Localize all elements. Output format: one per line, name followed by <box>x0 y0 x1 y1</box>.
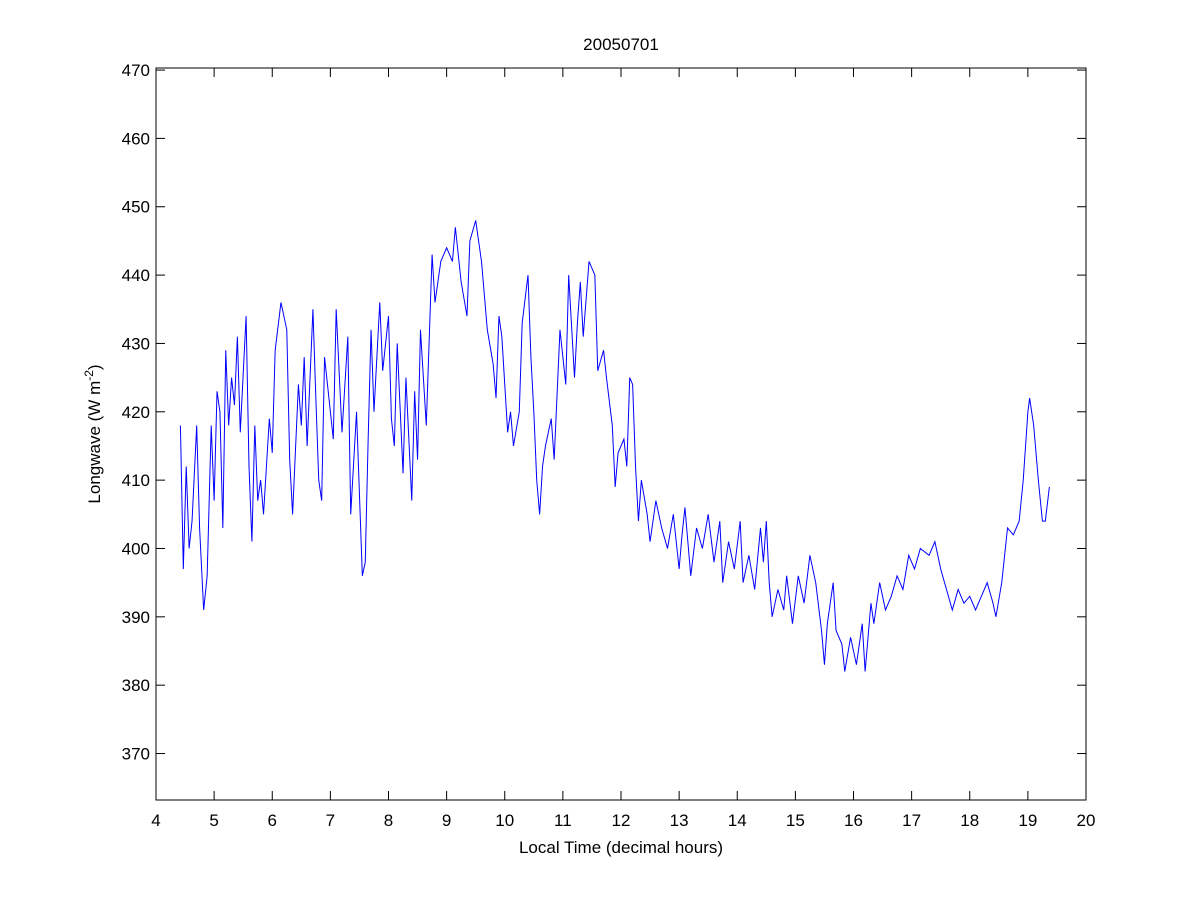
x-tick-label: 16 <box>844 811 863 830</box>
y-axis-label: Longwave (W m-2) <box>82 364 104 503</box>
x-tick-label: 18 <box>960 811 979 830</box>
y-tick-label: 440 <box>122 266 150 285</box>
x-tick-label: 9 <box>442 811 451 830</box>
y-tick-label: 450 <box>122 198 150 217</box>
x-tick-label: 5 <box>209 811 218 830</box>
x-tick-label: 11 <box>554 811 572 830</box>
y-axis-label-exponent: -2 <box>82 370 96 381</box>
x-tick-label: 10 <box>495 811 514 830</box>
y-tick-label: 410 <box>122 471 150 490</box>
y-tick-label: 370 <box>122 745 150 764</box>
x-tick-label: 12 <box>612 811 631 830</box>
x-tick-label: 4 <box>151 811 160 830</box>
y-tick-label: 390 <box>122 608 150 627</box>
x-tick-label: 14 <box>728 811 747 830</box>
x-tick-label: 15 <box>786 811 805 830</box>
y-axis-label-text: Longwave (W m <box>85 381 104 504</box>
data-line <box>179 220 1050 672</box>
y-tick-label: 380 <box>122 676 150 695</box>
x-tick-label: 20 <box>1077 811 1096 830</box>
y-tick-label: 430 <box>122 334 150 353</box>
y-tick-label: 470 <box>122 61 150 80</box>
chart-title: 20050701 <box>583 35 659 54</box>
x-tick-label: 7 <box>326 811 335 830</box>
x-tick-label: 8 <box>384 811 393 830</box>
x-tick-label: 19 <box>1018 811 1037 830</box>
y-axis-label-end: ) <box>85 364 104 370</box>
x-tick-label: 17 <box>902 811 921 830</box>
y-tick-label: 420 <box>122 403 150 422</box>
x-tick-label: 6 <box>268 811 277 830</box>
y-tick-label: 400 <box>122 539 150 558</box>
y-tick-label: 460 <box>122 129 150 148</box>
x-tick-label: 13 <box>670 811 689 830</box>
x-axis-label: Local Time (decimal hours) <box>519 838 723 857</box>
